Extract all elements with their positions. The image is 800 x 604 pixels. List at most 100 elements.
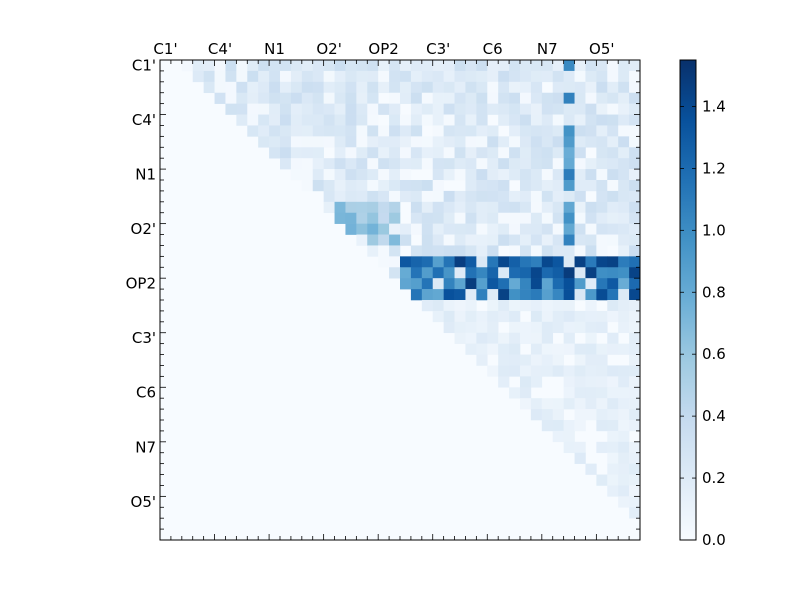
- heatmap-cell: [520, 398, 532, 410]
- heatmap-cell: [520, 321, 532, 334]
- heatmap-cell: [574, 125, 586, 137]
- heatmap-cell: [574, 234, 586, 246]
- heatmap-cell: [269, 81, 281, 94]
- heatmap-cell: [498, 114, 510, 126]
- heatmap-cell: [498, 310, 510, 323]
- heatmap-cell: [280, 81, 292, 94]
- heatmap-cell: [563, 234, 575, 246]
- heatmap-cell: [367, 158, 379, 170]
- heatmap-cell: [498, 256, 510, 268]
- heatmap-cell: [498, 289, 510, 301]
- heatmap-cell: [530, 147, 543, 159]
- heatmap-cell: [520, 92, 532, 104]
- heatmap-cell: [498, 212, 510, 224]
- heatmap-cell: [421, 114, 434, 126]
- heatmap-cell: [541, 289, 554, 301]
- heatmap-cell: [345, 114, 357, 126]
- heatmap-cell: [323, 81, 335, 94]
- heatmap-cell: [629, 507, 641, 519]
- heatmap-cell: [454, 256, 466, 268]
- heatmap-cell: [509, 300, 521, 312]
- heatmap-cell: [465, 92, 477, 104]
- colorbar-tick-label: 0.2: [702, 469, 726, 487]
- heatmap-cell: [432, 92, 444, 104]
- heatmap-cell: [585, 169, 597, 181]
- heatmap-cell: [607, 420, 619, 432]
- heatmap-cell: [290, 103, 303, 115]
- heatmap-cell: [607, 278, 619, 290]
- heatmap-cell: [596, 234, 608, 246]
- heatmap-cell: [454, 169, 466, 181]
- y-tick-label: C3': [132, 329, 156, 347]
- heatmap-cell: [367, 234, 379, 246]
- heatmap-cell: [629, 321, 641, 334]
- heatmap-cell: [290, 136, 303, 148]
- heatmap-cell: [454, 125, 466, 137]
- heatmap-cell: [225, 92, 237, 104]
- heatmap-cell: [269, 103, 281, 115]
- heatmap-cell: [574, 278, 586, 290]
- heatmap-cell: [509, 169, 521, 181]
- heatmap-cell: [432, 245, 444, 257]
- heatmap-cell: [487, 136, 499, 148]
- y-tick-label: C6: [136, 384, 156, 402]
- axis-ticks: [159, 59, 641, 541]
- heatmap-cell: [410, 147, 423, 159]
- heatmap-cell: [476, 81, 488, 94]
- heatmap-cell: [356, 169, 368, 181]
- heatmap-cell: [498, 81, 510, 94]
- heatmap-cell: [585, 321, 597, 334]
- heatmap-cell: [476, 125, 488, 137]
- heatmap-cell: [465, 332, 477, 344]
- heatmap-cell: [618, 234, 630, 246]
- heatmap-cell: [498, 70, 510, 83]
- heatmap-cell: [421, 147, 434, 159]
- heatmap-cell: [574, 212, 586, 224]
- heatmap-cell: [367, 223, 379, 235]
- heatmap-cell: [509, 245, 521, 257]
- heatmap-cell: [323, 169, 335, 181]
- x-tick-label: O5': [589, 40, 614, 58]
- heatmap-cell: [432, 234, 444, 246]
- x-tick-label: C4': [208, 40, 232, 58]
- heatmap-cell: [389, 92, 401, 104]
- heatmap-cell: [629, 441, 641, 454]
- heatmap-cell: [487, 365, 499, 377]
- heatmap-cell: [454, 70, 466, 83]
- heatmap-cell: [476, 212, 488, 224]
- heatmap-cell: [443, 147, 455, 159]
- heatmap-cell: [552, 169, 564, 181]
- heatmap-cell: [541, 136, 554, 148]
- heatmap-cell: [509, 234, 521, 246]
- heatmap-cell: [356, 70, 368, 83]
- heatmap-cell: [596, 376, 608, 388]
- heatmap-cell: [629, 158, 641, 170]
- heatmap-cell: [290, 114, 303, 126]
- heatmap-cell: [476, 169, 488, 181]
- heatmap-cell: [618, 158, 630, 170]
- heatmap-cell: [432, 158, 444, 170]
- colorbar-tick-label: 1.2: [702, 159, 726, 177]
- heatmap-cell: [629, 332, 641, 344]
- heatmap-cell: [225, 60, 237, 72]
- heatmap-cell: [400, 278, 412, 290]
- heatmap-cell: [465, 81, 477, 94]
- heatmap-cell: [258, 103, 270, 115]
- heatmap-cell: [378, 70, 390, 83]
- heatmap-cell: [356, 190, 368, 203]
- heatmap-cell: [443, 114, 455, 126]
- heatmap-cell: [530, 201, 543, 214]
- heatmap-cell: [607, 267, 619, 279]
- heatmap-cell: [269, 136, 281, 148]
- heatmap-cell: [290, 158, 303, 170]
- heatmap-cell: [498, 365, 510, 377]
- heatmap-cell: [465, 136, 477, 148]
- heatmap-cell: [378, 158, 390, 170]
- heatmap-cell: [563, 332, 575, 344]
- heatmap-cell: [563, 223, 575, 235]
- heatmap-cell: [487, 60, 499, 72]
- heatmap-cell: [301, 103, 314, 115]
- heatmap-cell: [312, 70, 324, 83]
- heatmap-cell: [618, 485, 630, 497]
- heatmap-cell: [585, 70, 597, 83]
